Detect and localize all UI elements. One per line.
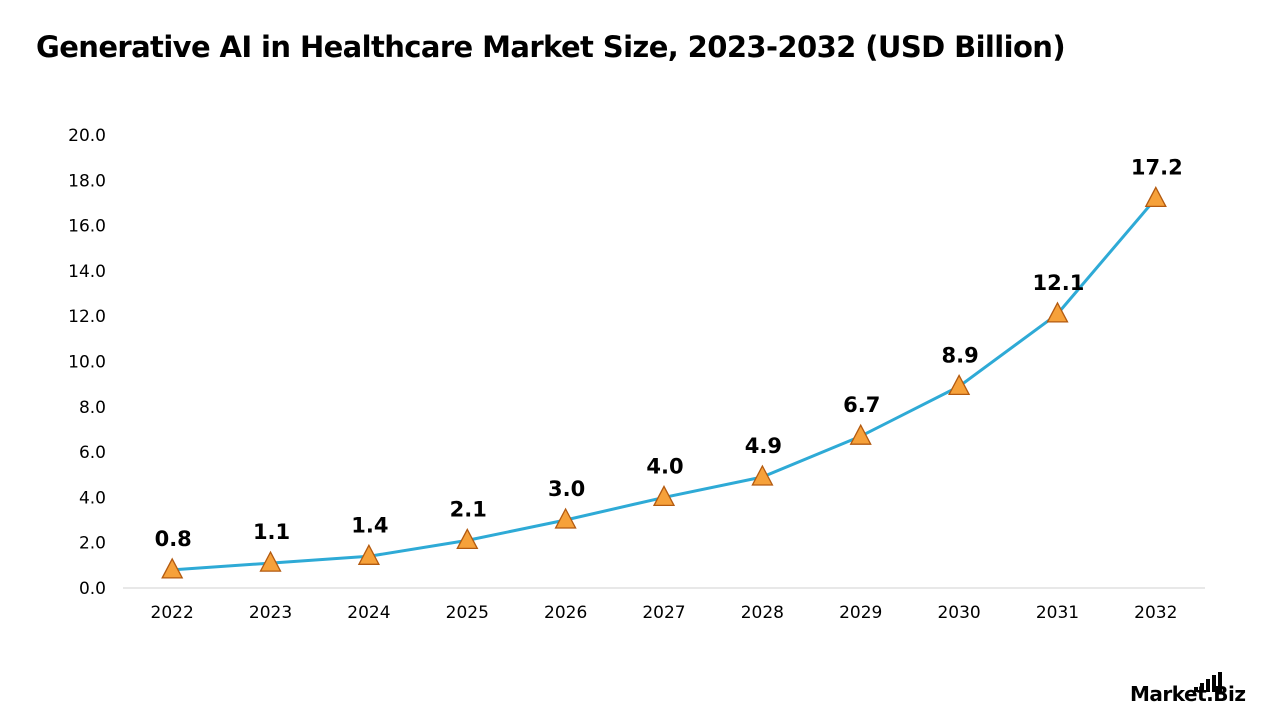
data-point-marker — [357, 543, 380, 565]
x-tick-label: 2031 — [1036, 603, 1079, 623]
x-tick-label: 2026 — [544, 603, 587, 623]
data-point-marker — [948, 374, 971, 396]
y-tick-label: 16.0 — [68, 217, 106, 237]
data-point-marker — [849, 423, 872, 445]
x-tick-label: 2022 — [151, 603, 194, 623]
y-tick-label: 14.0 — [68, 262, 106, 282]
data-point-marker — [554, 507, 577, 529]
data-label: 2.1 — [450, 497, 487, 521]
x-tick-label: 2032 — [1134, 603, 1177, 623]
data-point-marker — [456, 528, 479, 550]
y-tick-label: 6.0 — [79, 443, 106, 463]
data-label: 3.0 — [548, 477, 585, 501]
data-point-marker — [1046, 301, 1069, 323]
data-point-marker — [751, 464, 774, 486]
y-tick-label: 4.0 — [79, 488, 106, 508]
data-label: 4.0 — [646, 454, 683, 478]
x-tick-label: 2027 — [642, 603, 685, 623]
x-axis-tick-labels: 2022 2023 2024 2025 2026 2027 2028 2029 2030 2031… — [151, 603, 1178, 623]
data-label: 4.9 — [745, 434, 782, 458]
y-tick-label: 18.0 — [68, 171, 106, 191]
brand-logo: Market.Biz — [1130, 670, 1260, 710]
x-tick-label: 2028 — [741, 603, 784, 623]
x-tick-label: 2030 — [937, 603, 980, 623]
data-point-marker — [652, 485, 676, 507]
data-label: 0.8 — [155, 527, 192, 551]
x-tick-label: 2025 — [446, 603, 489, 623]
data-label: 12.1 — [1033, 271, 1085, 295]
y-tick-label: 2.0 — [79, 534, 106, 554]
x-tick-label: 2024 — [347, 603, 390, 623]
data-label: 17.2 — [1131, 155, 1183, 179]
data-point-marker — [161, 557, 184, 579]
series-markers — [161, 186, 1167, 579]
data-point-marker — [259, 550, 282, 572]
y-tick-label: 10.0 — [68, 353, 106, 373]
series-line — [170, 196, 1158, 572]
data-point-marker — [1144, 186, 1167, 208]
bar-signal-icon — [1194, 672, 1234, 692]
x-tick-label: 2023 — [249, 603, 292, 623]
data-label: 1.1 — [253, 520, 290, 544]
y-axis-tick-labels: 0.0 2.0 4.0 6.0 8.0 10.0 12.0 14.0 16.0 18.0 20.0 — [68, 126, 106, 599]
data-label: 8.9 — [941, 343, 978, 367]
data-labels: 0.8 1.1 1.4 2.1 3.0 4.0 4.9 6.7 8.9 12.1 17.2 — [155, 155, 1183, 550]
chart-title: Generative AI in Healthcare Market Size,… — [36, 30, 1066, 64]
y-tick-label: 12.0 — [68, 307, 106, 327]
y-tick-label: 0.0 — [79, 579, 106, 599]
data-label: 1.4 — [351, 513, 388, 537]
x-tick-label: 2029 — [839, 603, 882, 623]
data-label: 6.7 — [843, 393, 880, 417]
y-tick-label: 8.0 — [79, 398, 106, 418]
y-tick-label: 20.0 — [68, 126, 106, 146]
series-line-layer — [170, 196, 1158, 572]
logo-text: Market.Biz — [1130, 682, 1246, 706]
